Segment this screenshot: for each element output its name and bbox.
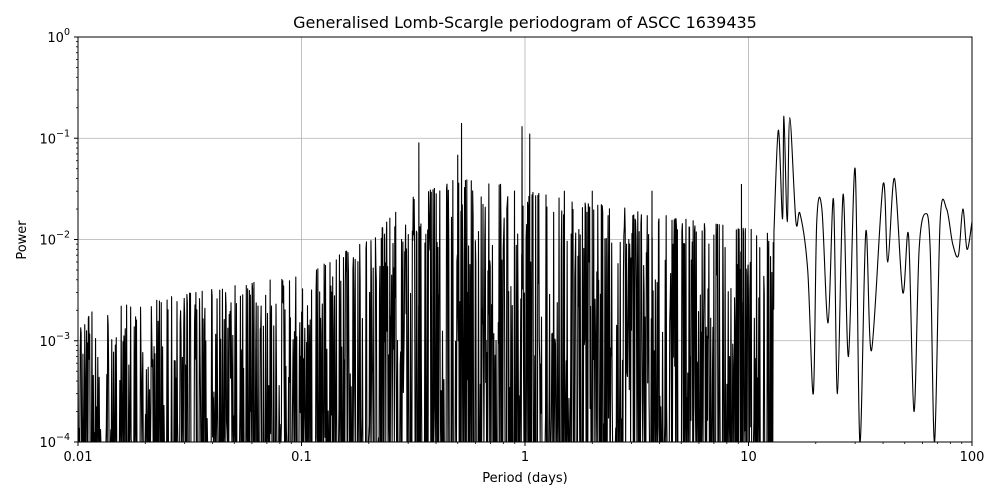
x-tick-label: 0.1: [291, 450, 312, 465]
ticks: 0.01 0.1 1 10 100 10−4 10−3 10−2 10−1 100: [39, 27, 984, 465]
x-tick-label: 10: [740, 450, 757, 465]
y-tick-label: 10−1: [39, 128, 70, 147]
y-tick-label: 10−4: [39, 432, 70, 451]
y-tick-label: 10−3: [39, 331, 70, 350]
x-tick-label: 100: [960, 450, 985, 465]
y-axis-label: Power: [15, 220, 30, 260]
x-axis-label: Period (days): [482, 471, 568, 486]
y-tick-label: 10−2: [39, 230, 70, 249]
plot-area: [78, 115, 972, 442]
x-tick-label: 0.01: [64, 450, 93, 465]
y-tick-label: 100: [47, 27, 70, 46]
chart-title: Generalised Lomb-Scargle periodogram of …: [293, 13, 757, 32]
x-tick-label: 1: [521, 450, 529, 465]
periodogram-line: [78, 115, 972, 442]
